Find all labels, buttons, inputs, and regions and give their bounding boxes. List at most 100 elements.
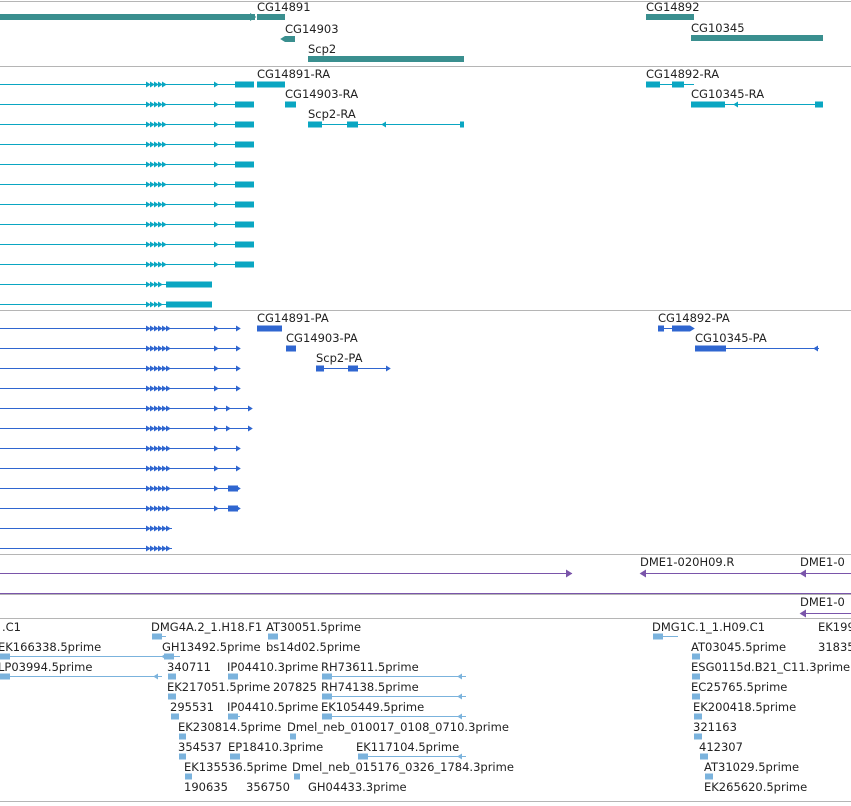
est-feature[interactable]: 31835 bbox=[818, 640, 851, 654]
est-feature[interactable]: EK199 bbox=[818, 620, 851, 634]
transcript-feature[interactable] bbox=[0, 81, 254, 88]
est-feature[interactable]: EP18410.3prime bbox=[228, 740, 323, 760]
est-feature[interactable]: 295531 bbox=[170, 700, 214, 720]
transcript-feature[interactable] bbox=[0, 221, 254, 228]
protein-feature[interactable] bbox=[0, 465, 241, 472]
transcript-feature[interactable] bbox=[0, 261, 254, 268]
feature-label: CG14892-RA bbox=[646, 67, 719, 81]
gene-feature[interactable]: CG14903 bbox=[280, 22, 339, 42]
est-feature[interactable]: AT30051.5prime bbox=[266, 620, 361, 640]
est-feature[interactable]: ESG0115d.B21_C11.3prime bbox=[691, 660, 850, 680]
clone-feature[interactable]: DME1-0 bbox=[799, 595, 851, 618]
protein-feature[interactable]: CG14892-PA bbox=[658, 311, 730, 332]
gene-feature[interactable]: Scp2 bbox=[308, 42, 464, 62]
est-feature[interactable]: AT31029.5prime bbox=[704, 760, 799, 780]
est-feature[interactable]: 354537 bbox=[178, 740, 222, 760]
est-feature[interactable]: Dmel_neb_010017_0108_0710.3prime bbox=[287, 720, 509, 740]
feature-label: 321163 bbox=[693, 720, 737, 734]
est-feature[interactable]: EK200418.5prime bbox=[693, 700, 796, 720]
protein-feature[interactable] bbox=[0, 445, 241, 452]
feature-label: CG14892 bbox=[646, 0, 700, 14]
protein-feature[interactable] bbox=[0, 325, 241, 332]
est-feature[interactable]: 190635 bbox=[184, 780, 228, 794]
protein-feature[interactable] bbox=[0, 525, 172, 532]
est-feature[interactable]: EK117104.5prime bbox=[356, 740, 466, 760]
protein-feature[interactable] bbox=[0, 425, 253, 432]
transcript-feature[interactable]: CG14891-RA bbox=[257, 67, 330, 88]
feature-label: 295531 bbox=[170, 700, 214, 714]
protein-feature[interactable] bbox=[0, 545, 172, 552]
est-feature[interactable]: RH74138.5prime bbox=[321, 680, 466, 700]
feature-label: LP03994.5prime bbox=[0, 660, 92, 674]
feature-label: AT31029.5prime bbox=[704, 760, 799, 774]
feature-label: CG14892-PA bbox=[658, 311, 730, 325]
transcript-feature[interactable]: CG10345-RA bbox=[691, 87, 823, 108]
est-feature[interactable]: .C1 bbox=[2, 620, 21, 634]
protein-feature[interactable]: CG14891-PA bbox=[257, 311, 329, 332]
transcript-feature[interactable]: CG14892-RA bbox=[646, 67, 719, 88]
protein-feature[interactable] bbox=[0, 385, 241, 392]
transcript-feature[interactable] bbox=[0, 241, 254, 248]
transcript-feature[interactable] bbox=[0, 301, 212, 308]
feature-label: DME1-0 bbox=[800, 555, 845, 569]
est-feature[interactable]: EK166338.5prime bbox=[0, 640, 170, 660]
est-feature[interactable]: Dmel_neb_015176_0326_1784.3prime bbox=[292, 760, 514, 780]
est-feature[interactable]: 356750 bbox=[246, 780, 290, 794]
est-feature[interactable]: GH13492.5prime bbox=[162, 640, 261, 660]
est-feature[interactable]: GH04433.3prime bbox=[308, 780, 407, 794]
protein-feature[interactable] bbox=[0, 405, 253, 412]
est-feature[interactable]: RH73611.5prime bbox=[321, 660, 466, 680]
est-feature[interactable]: IP04410.5prime bbox=[227, 700, 318, 720]
feature-label: EK199 bbox=[818, 620, 851, 634]
feature-label: EC25765.5prime bbox=[691, 680, 787, 694]
feature-label: bs14d02.5prime bbox=[266, 640, 360, 654]
transcript-feature[interactable] bbox=[0, 161, 254, 168]
protein-feature[interactable]: CG10345-PA bbox=[695, 331, 819, 352]
protein-feature[interactable] bbox=[0, 345, 241, 352]
gene-feature[interactable]: CG14891 bbox=[257, 0, 311, 20]
clone-feature[interactable] bbox=[0, 569, 573, 578]
protein-feature[interactable] bbox=[0, 485, 241, 492]
est-feature[interactable]: DMG4A.2_1.H18.F1 bbox=[151, 620, 262, 640]
est-feature[interactable]: IP04410.3prime bbox=[227, 660, 318, 680]
protein-feature[interactable]: Scp2-PA bbox=[316, 351, 391, 372]
feature-label: IP04410.5prime bbox=[227, 700, 318, 714]
protein-feature[interactable] bbox=[0, 365, 241, 372]
feature-label: DMG4A.2_1.H18.F1 bbox=[151, 620, 262, 634]
est-feature[interactable]: EK265620.5prime bbox=[704, 780, 807, 794]
protein-feature[interactable]: CG14903-PA bbox=[286, 331, 358, 352]
transcript-feature[interactable]: CG14903-RA bbox=[285, 87, 358, 108]
protein-feature[interactable] bbox=[0, 505, 241, 512]
est-feature[interactable]: 412307 bbox=[699, 740, 743, 760]
transcript-feature[interactable]: Scp2-RA bbox=[308, 107, 464, 128]
transcript-feature[interactable] bbox=[0, 181, 254, 188]
est-feature[interactable]: EK230814.5prime bbox=[178, 720, 281, 740]
feature-label: EK265620.5prime bbox=[704, 780, 807, 794]
transcript-feature[interactable] bbox=[0, 281, 212, 288]
est-feature[interactable]: bs14d02.5prime bbox=[266, 640, 360, 654]
transcript-feature[interactable] bbox=[0, 201, 254, 208]
clone-feature[interactable]: DME1-0 bbox=[799, 555, 851, 578]
feature-label: ESG0115d.B21_C11.3prime bbox=[691, 660, 850, 674]
feature-label: CG14903 bbox=[285, 22, 339, 36]
transcript-feature[interactable] bbox=[0, 121, 254, 128]
est-feature[interactable]: EC25765.5prime bbox=[691, 680, 787, 700]
est-feature[interactable]: LP03994.5prime bbox=[0, 660, 162, 680]
est-feature[interactable]: EK105449.5prime bbox=[321, 700, 466, 720]
gene-feature[interactable]: CG14892 bbox=[646, 0, 700, 20]
feature-label: EK117104.5prime bbox=[356, 740, 459, 754]
gene-feature[interactable]: CG10345 bbox=[691, 21, 823, 41]
gene-feature[interactable] bbox=[0, 13, 257, 21]
transcript-feature[interactable] bbox=[0, 101, 254, 108]
feature-label: RH73611.5prime bbox=[321, 660, 419, 674]
est-feature[interactable]: EK135536.5prime bbox=[184, 760, 287, 780]
est-feature[interactable]: AT03045.5prime bbox=[691, 640, 786, 660]
est-feature[interactable]: 340711 bbox=[167, 660, 211, 680]
feature-label: CG14903-RA bbox=[285, 87, 358, 101]
est-feature[interactable]: EK217051.5prime bbox=[167, 680, 270, 700]
est-feature[interactable]: 207825 bbox=[273, 680, 317, 694]
est-feature[interactable]: 321163 bbox=[693, 720, 737, 740]
est-feature[interactable]: DMG1C.1_1.H09.C1 bbox=[652, 620, 765, 640]
feature-label: DMG1C.1_1.H09.C1 bbox=[652, 620, 765, 634]
transcript-feature[interactable] bbox=[0, 141, 254, 148]
